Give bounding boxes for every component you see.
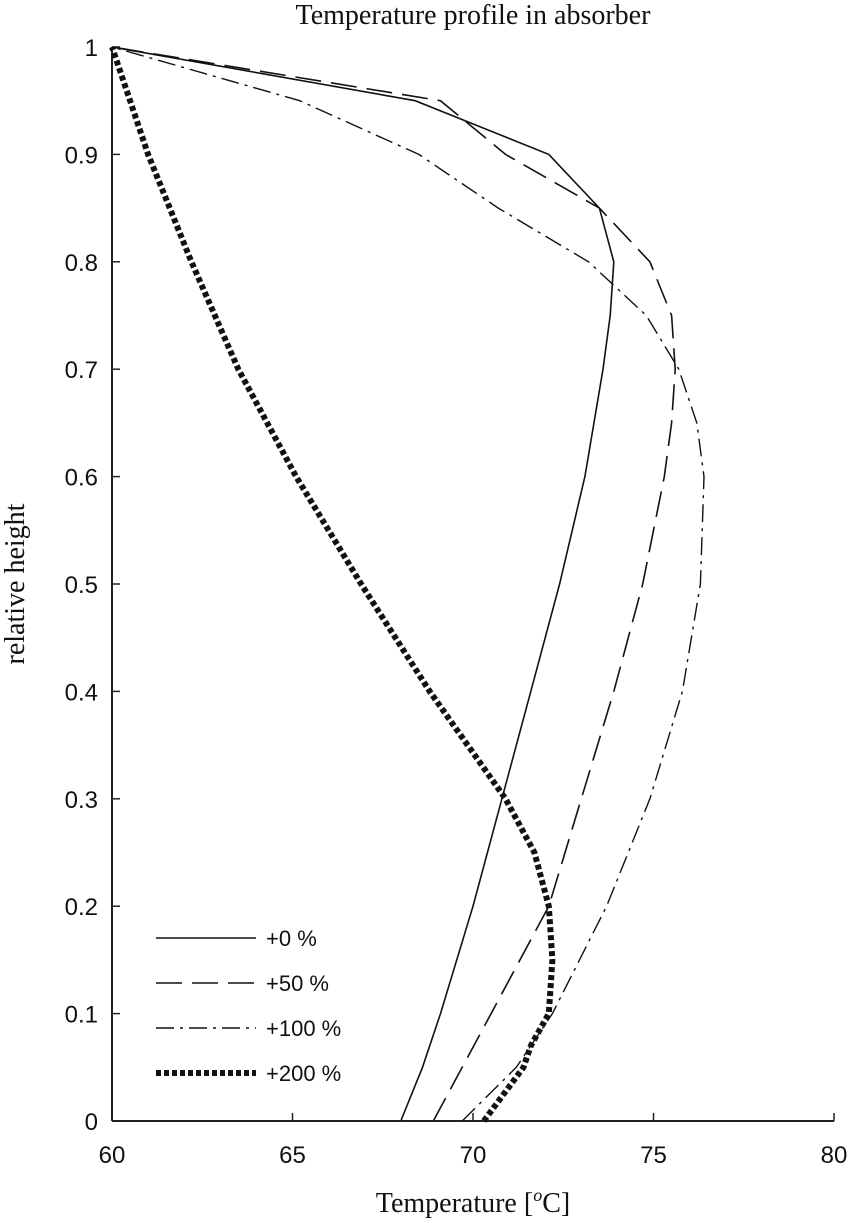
y-tick-label: 0 <box>85 1109 98 1136</box>
y-tick-label: 0.2 <box>65 894 98 921</box>
y-tick-label: 0.5 <box>65 572 98 599</box>
series-line-dotted <box>109 46 556 1123</box>
x-tick-label: 65 <box>279 1142 306 1169</box>
series-line-dashdot <box>111 46 705 1122</box>
series-line-solid <box>111 46 615 1122</box>
legend-label: +0 % <box>266 926 317 951</box>
chart-title: Temperature profile in absorber <box>296 0 652 31</box>
x-axis-label-sup: o <box>533 1185 542 1205</box>
x-axis-label-pre: Temperature [ <box>376 1188 533 1219</box>
x-tick-label: 75 <box>640 1142 667 1169</box>
y-tick-label: 0.6 <box>65 465 98 492</box>
legend-label: +200 % <box>266 1061 341 1086</box>
y-axis-label: relative height <box>0 503 31 664</box>
y-tick-label: 1 <box>85 35 98 62</box>
y-tick-label: 0.8 <box>65 250 98 277</box>
legend-label: +50 % <box>266 971 329 996</box>
x-tick-label: 60 <box>99 1142 126 1169</box>
y-tick-label: 0.9 <box>65 142 98 169</box>
y-tick-label: 0.3 <box>65 787 98 814</box>
y-tick-label: 0.4 <box>65 679 98 706</box>
legend-label: +100 % <box>266 1016 341 1041</box>
series-line-dashed <box>111 46 677 1122</box>
x-tick-label: 80 <box>821 1142 848 1169</box>
y-tick-label: 0.7 <box>65 357 98 384</box>
y-tick-label: 0.1 <box>65 1002 98 1029</box>
x-axis-label-post: C] <box>542 1188 570 1219</box>
x-axis-label: Temperature [oC] <box>376 1185 570 1219</box>
x-tick-label: 70 <box>460 1142 487 1169</box>
